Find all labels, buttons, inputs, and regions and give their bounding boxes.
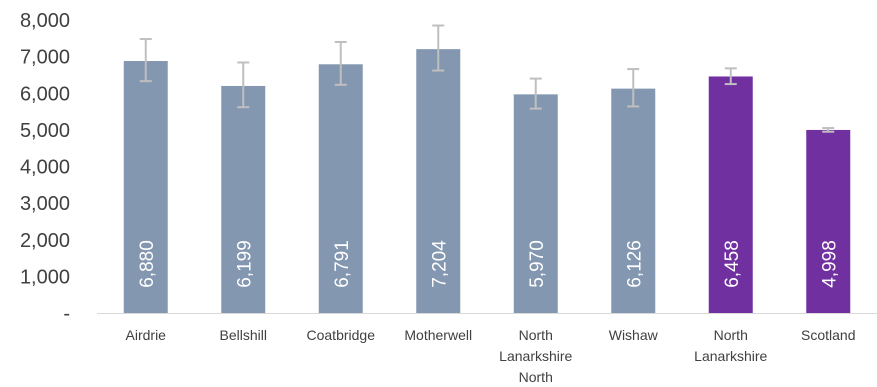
x-tick-label-line: Motherwell	[404, 327, 472, 343]
bar-value-label: 6,199	[234, 240, 255, 288]
x-tick-label-line: Bellshill	[220, 327, 267, 343]
bar	[318, 64, 363, 313]
y-tick-label: 4,000	[20, 157, 70, 179]
bar-value-label: 7,204	[429, 240, 450, 288]
y-tick-label: -	[63, 303, 70, 325]
x-tick-label-line: North	[714, 327, 748, 343]
bar-value-label: 4,998	[819, 240, 840, 288]
y-tick-label: 1,000	[20, 266, 70, 288]
x-tick-label: Wishaw	[609, 327, 659, 343]
x-tick-label-line: Scotland	[801, 327, 855, 343]
bar-value-label: 6,880	[137, 240, 158, 288]
bars	[123, 49, 851, 313]
bar-value-labels: 6,880 6,199 6,791 7,204 5,970 6,126 6,458 4,998	[137, 240, 841, 288]
bar-value-label: 6,126	[624, 240, 645, 288]
error-bar	[334, 40, 347, 86]
error-bars	[139, 24, 835, 133]
x-tick-label: Coatbridge	[307, 327, 376, 343]
bar	[221, 85, 266, 313]
bar-value-label: 6,791	[332, 240, 353, 288]
y-tick-label: 7,000	[20, 47, 70, 69]
x-tick-label: North Lanarkshire North	[499, 327, 572, 385]
x-tick-label: Motherwell	[404, 327, 472, 343]
y-tick-label: 5,000	[20, 120, 70, 142]
x-tick-label-line: Coatbridge	[307, 327, 376, 343]
x-tick-label-line: Airdrie	[126, 327, 167, 343]
y-tick-label: 2,000	[20, 230, 70, 252]
bar	[806, 129, 851, 313]
y-tick-label: 8,000	[20, 10, 70, 32]
error-bar	[237, 61, 250, 109]
x-tick-label-line: Wishaw	[609, 327, 659, 343]
bar	[513, 94, 558, 313]
error-bar	[627, 68, 640, 108]
x-tick-label-line: North	[519, 369, 553, 385]
x-tick-label: Scotland	[801, 327, 855, 343]
y-tick-label: 3,000	[20, 193, 70, 215]
x-axis-labels: Airdrie Bellshill Coatbridge Motherwell Nort…	[126, 327, 856, 385]
bar	[708, 76, 753, 313]
x-tick-label: Bellshill	[220, 327, 267, 343]
x-tick-label-line: North	[519, 327, 553, 343]
error-bar	[822, 127, 835, 133]
bar-value-label: 6,458	[722, 240, 743, 288]
bar	[123, 61, 168, 313]
error-bar	[432, 24, 445, 72]
bar	[611, 88, 656, 313]
x-tick-label: Airdrie	[126, 327, 167, 343]
x-tick-label-line: Lanarkshire	[694, 348, 767, 364]
x-tick-label-line: Lanarkshire	[499, 348, 572, 364]
y-tick-label: 6,000	[20, 83, 70, 105]
error-bar	[724, 67, 737, 86]
error-bar	[529, 77, 542, 110]
x-tick-label: North Lanarkshire	[694, 327, 767, 364]
y-axis: - 1,000 2,000 3,000 4,000 5,000 6,000 7,000 8,00…	[20, 10, 70, 325]
bar	[416, 49, 461, 313]
error-bar	[139, 38, 152, 83]
bar-value-label: 5,970	[527, 240, 548, 288]
